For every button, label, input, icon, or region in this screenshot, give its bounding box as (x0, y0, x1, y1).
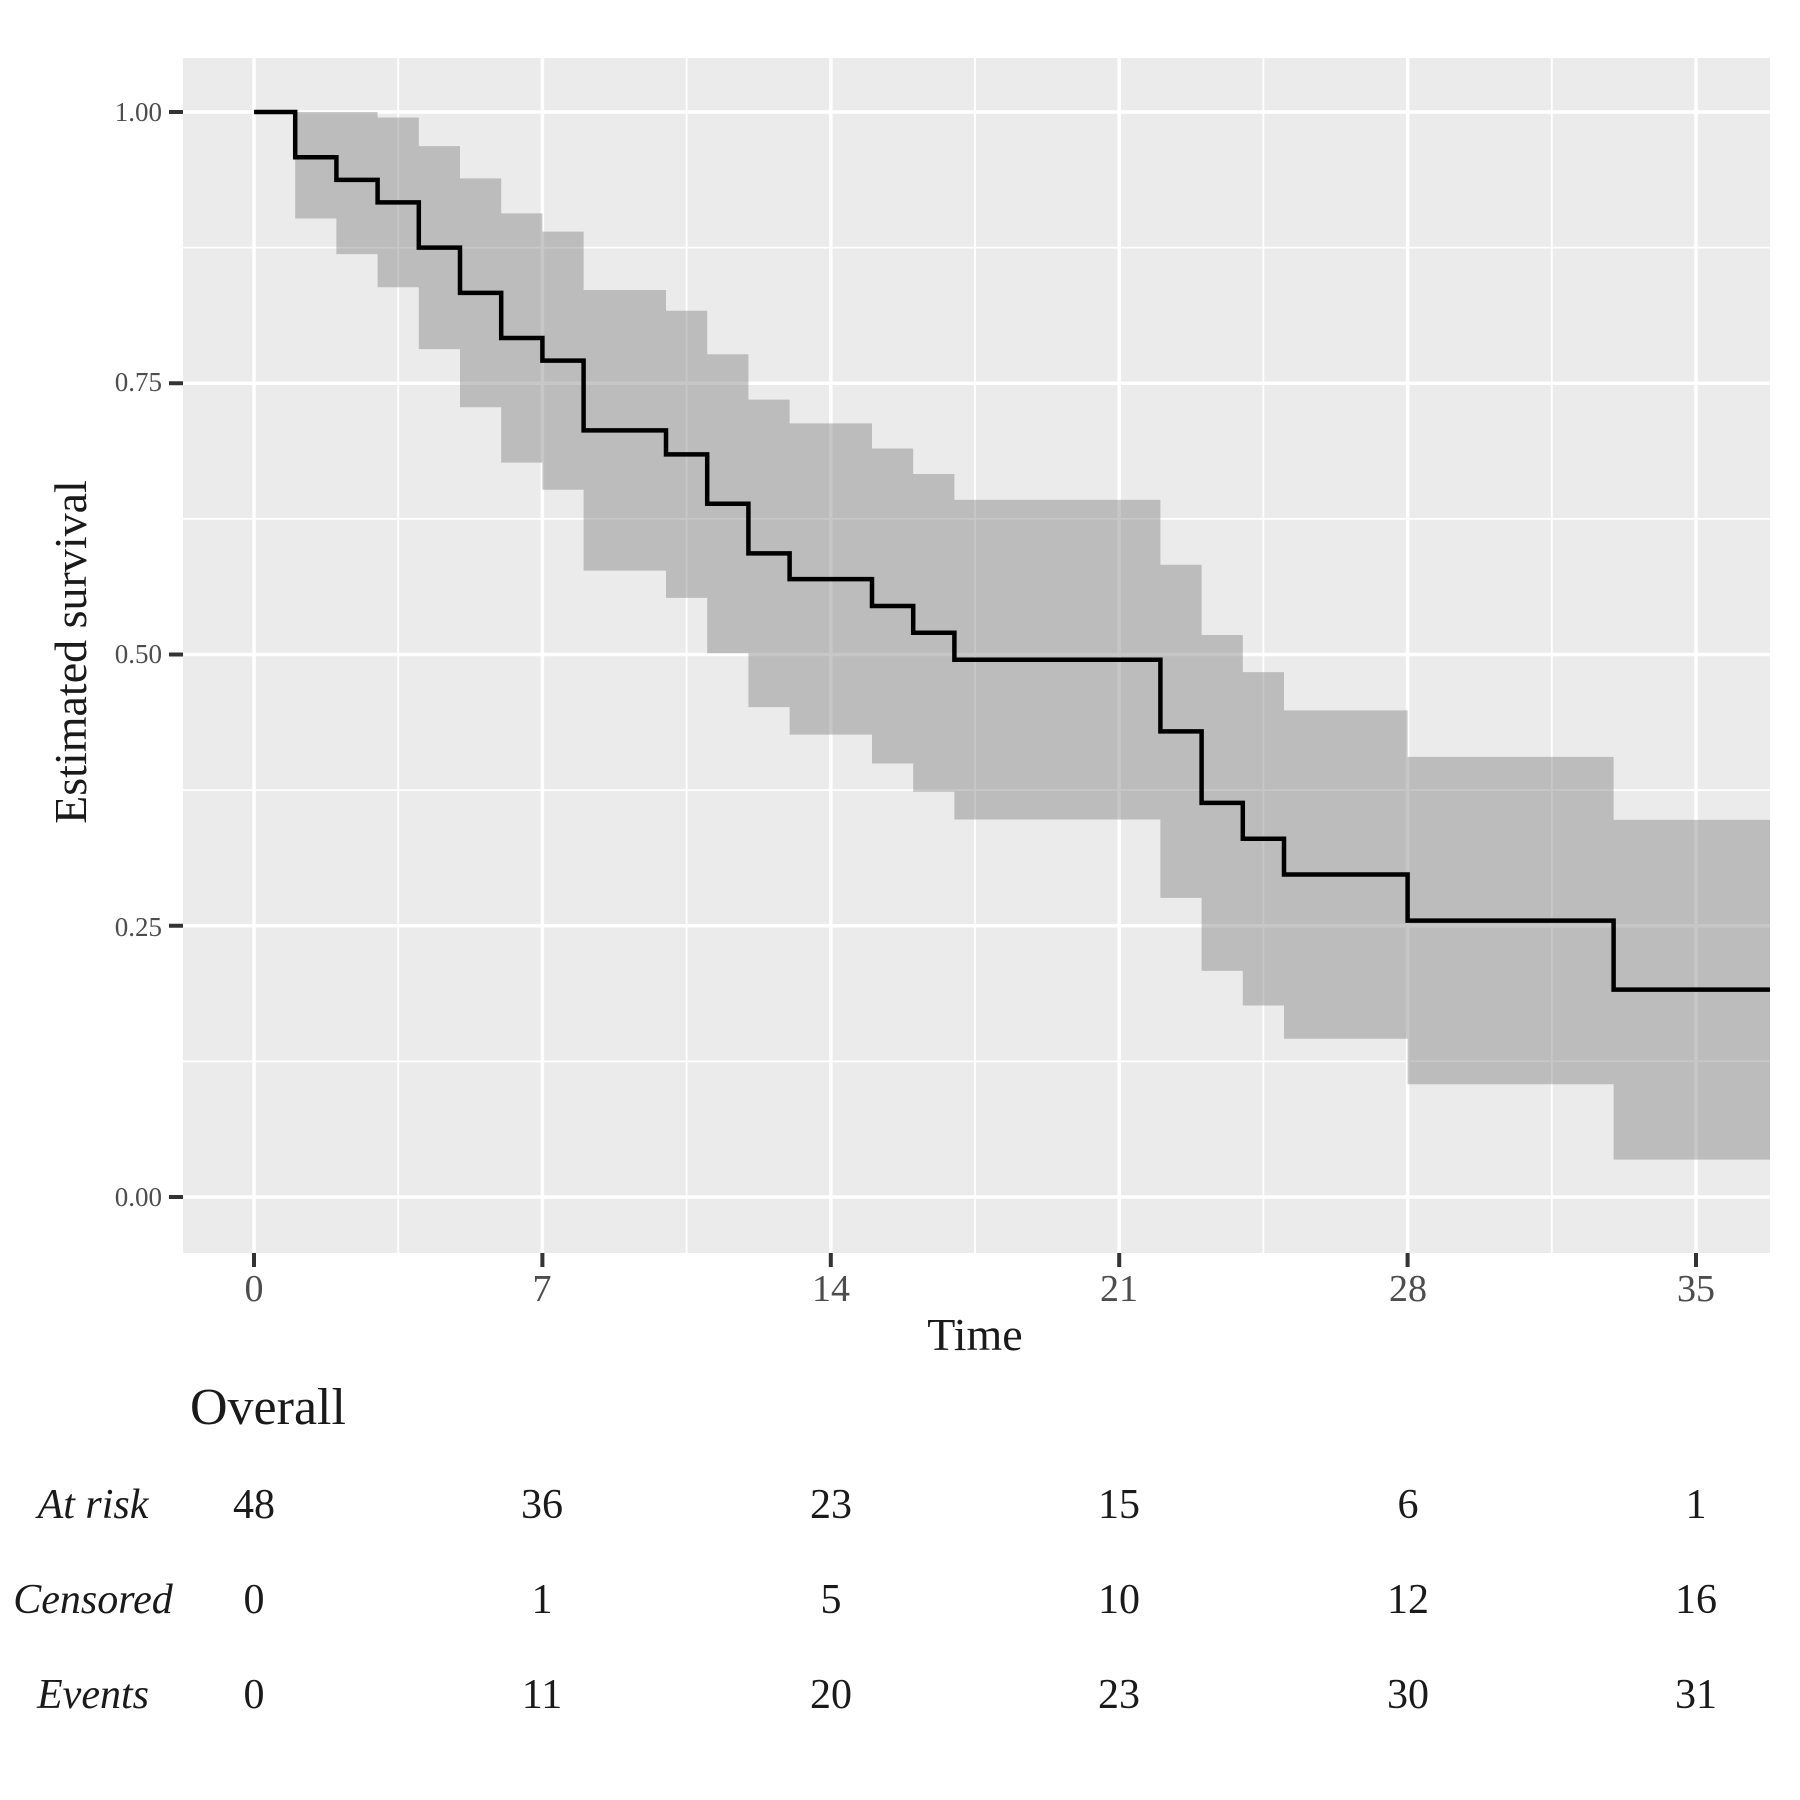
events-value: 31 (1675, 1672, 1717, 1718)
at-risk-value: 6 (1397, 1482, 1419, 1528)
events-value: 23 (1098, 1672, 1140, 1718)
risk-table-row-label-at-risk: At risk (37, 1482, 149, 1528)
x-tick-label-7: 7 (532, 1268, 552, 1310)
censored-value: 16 (1675, 1577, 1717, 1623)
y-tick-label-100: 1.00 (114, 97, 162, 127)
censored-value: 10 (1098, 1577, 1140, 1623)
events-value: 11 (521, 1672, 563, 1718)
at-risk-value: 23 (810, 1482, 852, 1528)
confidence-band (295, 112, 1771, 1160)
x-tick-label-21: 21 (1100, 1268, 1138, 1310)
x-tick-label-35: 35 (1677, 1268, 1715, 1310)
at-risk-value: 48 (233, 1482, 275, 1528)
censored-value: 0 (243, 1577, 265, 1623)
events-value: 30 (1387, 1672, 1429, 1718)
events-value: 0 (243, 1672, 265, 1718)
censored-value: 1 (531, 1577, 553, 1623)
y-tick-label-025: 0.25 (114, 912, 162, 942)
at-risk-value: 36 (521, 1482, 563, 1528)
events-value: 20 (810, 1672, 852, 1718)
x-tick-label-14: 14 (812, 1268, 850, 1310)
y-tick-label-050: 0.50 (114, 639, 162, 669)
censored-value: 5 (820, 1577, 842, 1623)
at-risk-value: 1 (1685, 1482, 1707, 1528)
x-axis-title: Time (927, 1309, 1023, 1360)
x-tick-label-28: 28 (1389, 1268, 1427, 1310)
survival-curve (254, 109, 1770, 992)
risk-table-row-label-censored: Censored (13, 1577, 173, 1623)
risk-table-header: Overall (190, 1379, 346, 1436)
y-tick-label-075: 0.75 (114, 367, 162, 397)
censored-value: 12 (1387, 1577, 1429, 1623)
x-tick-label-0: 0 (244, 1268, 264, 1310)
y-tick-label-000: 0.00 (114, 1182, 162, 1212)
at-risk-value: 15 (1098, 1482, 1140, 1528)
risk-table-row-label-events: Events (37, 1672, 149, 1718)
